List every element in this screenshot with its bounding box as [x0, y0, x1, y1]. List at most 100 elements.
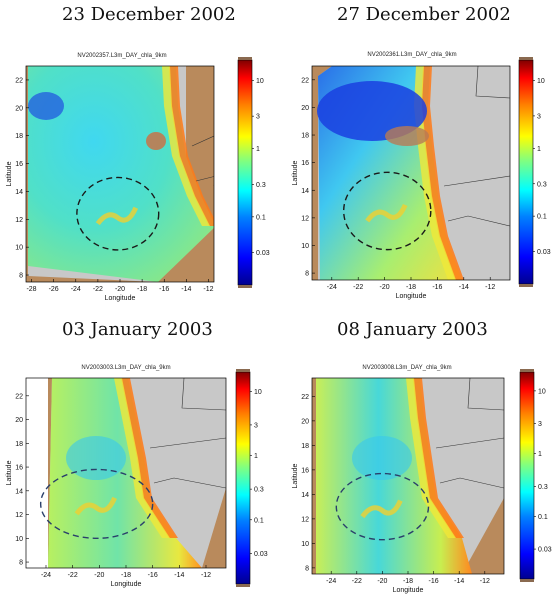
y-tick-label: 10 [301, 541, 309, 548]
y-tick-label: 10 [15, 245, 23, 252]
bloom-filament-p3 [74, 496, 117, 516]
bloom-filament-p4 [360, 499, 403, 519]
y-tick-label: 8 [305, 271, 309, 278]
y-tick-label: 12 [15, 217, 23, 224]
colorbar-tick-label: 0.3 [256, 182, 266, 189]
x-tick-label: -12 [480, 578, 490, 585]
x-axis-label-p1: Longitude [105, 295, 136, 302]
country-border-p1 [191, 135, 214, 147]
product-title-p3: NV2003003.L3m_DAY_chla_9km [81, 365, 170, 371]
product-title-p2: NV2002361.L3m_DAY_chla_9km [367, 52, 456, 58]
x-axis-label-p3: Longitude [111, 581, 142, 588]
x-tick-label: -18 [403, 578, 413, 585]
x-tick-label: -28 [26, 286, 36, 293]
x-tick-label: -16 [148, 572, 158, 579]
x-tick-label: -20 [115, 286, 125, 293]
y-tick-label: 12 [301, 516, 309, 523]
coastal-bloom-p3 [121, 378, 178, 538]
y-tick-label: 16 [15, 465, 23, 472]
y-axis-label-p1: Latitude [6, 161, 13, 186]
colorbar-tick-label: 10 [537, 78, 545, 85]
x-tick-label: -12 [485, 284, 495, 291]
colorbar-tick-label: 0.1 [538, 514, 548, 521]
y-tick-label: 18 [15, 441, 23, 448]
bloom-filament-p2 [365, 203, 408, 223]
map-panel-p3: NV2003003.L3m_DAY_chla_9km -24 -22 -20 -18 -1… [6, 365, 268, 588]
region-ellipse-p2 [342, 171, 432, 251]
y-tick-label: 14 [15, 488, 23, 495]
colorbar-tick-label: 0.3 [538, 484, 548, 491]
x-tick-label: -18 [406, 284, 416, 291]
colorbar-tick-label: 3 [537, 113, 541, 120]
colorbar-tick-label: 1 [254, 453, 258, 460]
x-axis-label-p2: Longitude [396, 293, 427, 300]
product-title-p1: NV2002357.L3m_DAY_chla_9km [77, 53, 166, 59]
x-tick-label: -20 [380, 284, 390, 291]
colorbar-p3 [235, 371, 251, 585]
colorbar-tick-label: 3 [256, 114, 260, 121]
date-title-p4: 08 January 2003 [337, 319, 488, 340]
colorbar-tick-label: 3 [538, 421, 542, 428]
x-tick-label: -20 [94, 572, 104, 579]
country-border-p2 [443, 175, 510, 187]
y-tick-label: 22 [15, 77, 23, 84]
colorbar-tick-label: 10 [538, 388, 546, 395]
colorbar-p1 [237, 59, 253, 286]
region-ellipse-p4 [335, 472, 430, 541]
colorbar-tick-label: 3 [254, 422, 258, 429]
colorbar-tick-label: 1 [537, 146, 541, 153]
y-tick-label: 10 [301, 243, 309, 250]
date-title-p3: 03 January 2003 [62, 319, 213, 340]
map-panel-p2: NV2002361.L3m_DAY_chla_9km -24 -22 -20 -18 -1… [292, 52, 551, 300]
colorbar-tick-label: 0.1 [256, 214, 266, 221]
x-tick-label: -14 [454, 578, 464, 585]
x-tick-label: -18 [121, 572, 131, 579]
x-axis-label-p4: Longitude [393, 587, 424, 594]
x-tick-label: -24 [71, 286, 81, 293]
colorbar-tick-label: 0.3 [537, 181, 547, 188]
x-tick-label: -22 [68, 572, 78, 579]
y-tick-label: 16 [15, 161, 23, 168]
map-panel-p4: NV2003008.L3m_DAY_chla_9km -24 -22 -20 -18 -1… [292, 365, 552, 594]
y-tick-label: 16 [301, 160, 309, 167]
y-axis-label-p2: Latitude [292, 160, 299, 185]
colorbar-p2 [518, 59, 534, 285]
y-axis-label-p3: Latitude [6, 460, 13, 485]
y-tick-label: 20 [301, 418, 309, 425]
product-title-p4: NV2003008.L3m_DAY_chla_9km [362, 365, 451, 371]
coastal-bloom-p4 [413, 378, 464, 538]
x-tick-label: -16 [432, 284, 442, 291]
region-ellipse-p3 [39, 468, 154, 540]
y-tick-label: 20 [15, 105, 23, 112]
colorbar-tick-label: 10 [254, 389, 262, 396]
y-tick-label: 10 [15, 536, 23, 543]
x-tick-label: -16 [159, 286, 169, 293]
y-tick-label: 22 [15, 393, 23, 400]
colorbar-tick-label: 0.1 [537, 214, 547, 221]
x-tick-label: -12 [201, 572, 211, 579]
colorbar-tick-label: 0.03 [537, 249, 551, 256]
colorbar-tick-label: 0.03 [538, 547, 552, 554]
x-tick-label: -22 [93, 286, 103, 293]
x-tick-label: -24 [326, 578, 336, 585]
country-border-p3 [149, 437, 226, 449]
x-tick-label: -16 [429, 578, 439, 585]
y-tick-label: 22 [301, 394, 309, 401]
colorbar-tick-label: 0.1 [254, 517, 264, 524]
coastal-bloom-p2 [421, 66, 464, 280]
y-tick-label: 18 [15, 133, 23, 140]
colorbar-tick-label: 1 [538, 451, 542, 458]
y-tick-label: 14 [15, 189, 23, 196]
y-tick-label: 22 [301, 77, 309, 84]
x-tick-label: -24 [41, 572, 51, 579]
y-tick-label: 12 [301, 215, 309, 222]
y-tick-label: 18 [301, 133, 309, 140]
x-tick-label: -14 [174, 572, 184, 579]
x-tick-label: -14 [181, 286, 191, 293]
y-tick-label: 8 [19, 273, 23, 280]
y-tick-label: 14 [301, 492, 309, 499]
date-title-p2: 27 December 2002 [337, 4, 511, 25]
y-tick-label: 18 [301, 443, 309, 450]
colorbar-tick-label: 10 [256, 78, 264, 85]
x-tick-label: -12 [203, 286, 213, 293]
